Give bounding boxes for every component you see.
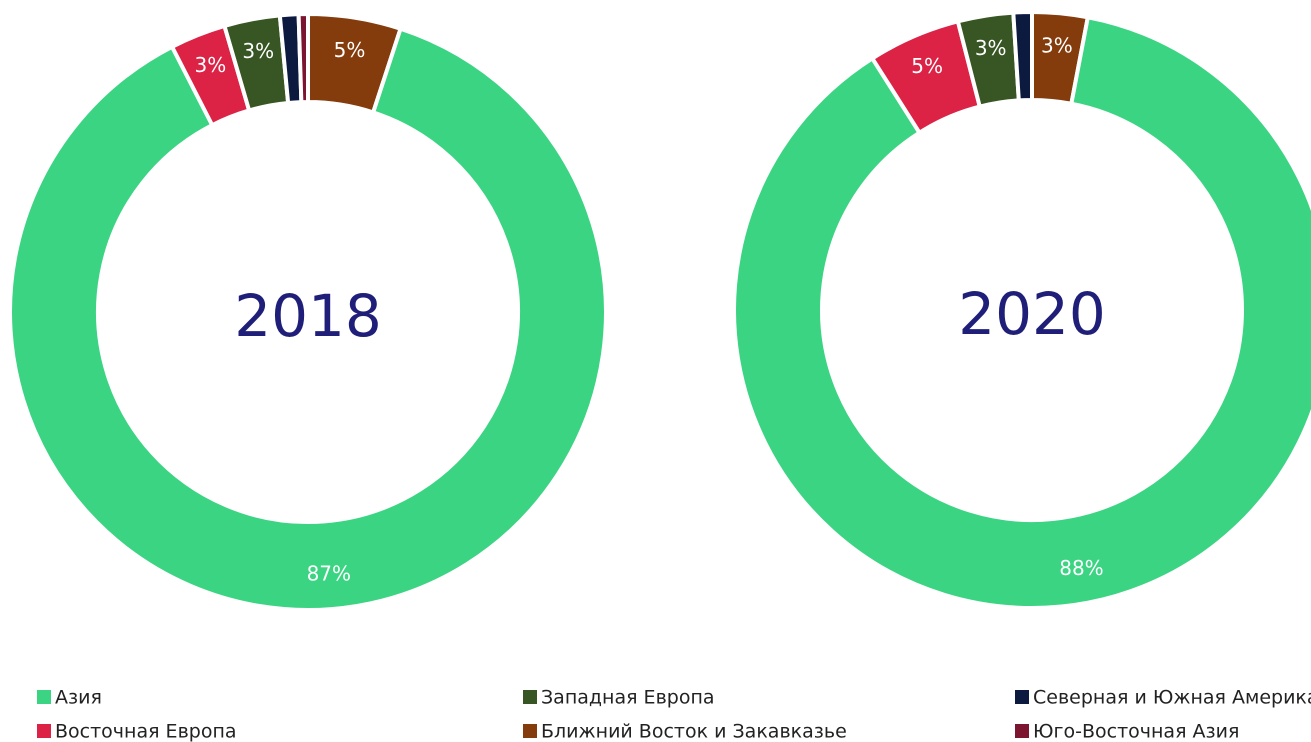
legend-swatch bbox=[523, 724, 537, 738]
data-label: 3% bbox=[1041, 34, 1073, 58]
data-label: 5% bbox=[334, 38, 366, 62]
data-label: 3% bbox=[975, 36, 1007, 60]
donut-segment bbox=[1011, 9, 1034, 103]
legend-swatch bbox=[523, 690, 537, 704]
legend-label: Северная и Южная Америка bbox=[1033, 687, 1311, 709]
data-label: 88% bbox=[1059, 556, 1103, 580]
legend-label: Ближний Восток и Закавказье bbox=[541, 721, 847, 742]
data-label: 87% bbox=[307, 562, 351, 586]
data-label: 3% bbox=[194, 53, 226, 77]
center-label: 2020 bbox=[958, 280, 1106, 348]
donut-segment bbox=[732, 14, 1311, 610]
legend-swatch bbox=[1015, 690, 1029, 704]
legend-label: Азия bbox=[55, 687, 102, 709]
legend-swatch bbox=[37, 724, 51, 738]
legend-swatch bbox=[1015, 724, 1029, 738]
legend-label: Юго-Восточная Азия bbox=[1033, 721, 1239, 742]
data-label: 5% bbox=[911, 54, 943, 78]
donut-segment bbox=[8, 26, 608, 612]
legend-label: Западная Европа bbox=[541, 687, 715, 709]
legend-swatch bbox=[37, 690, 51, 704]
center-label: 2018 bbox=[234, 282, 382, 350]
legend-label: Восточная Европа bbox=[55, 721, 237, 742]
data-label: 3% bbox=[242, 39, 274, 63]
donut-segment bbox=[296, 11, 310, 105]
